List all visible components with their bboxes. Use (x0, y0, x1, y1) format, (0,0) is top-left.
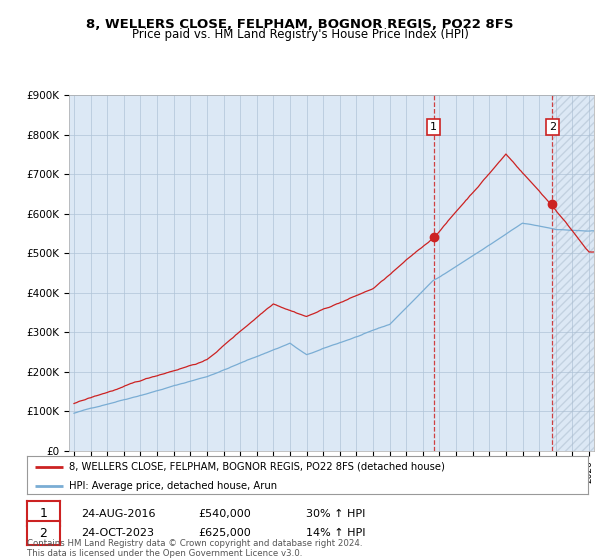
Text: 14% ↑ HPI: 14% ↑ HPI (306, 528, 365, 538)
Text: 24-AUG-2016: 24-AUG-2016 (81, 508, 155, 519)
Text: HPI: Average price, detached house, Arun: HPI: Average price, detached house, Arun (69, 480, 277, 491)
Text: 2: 2 (40, 526, 47, 540)
Text: Price paid vs. HM Land Registry's House Price Index (HPI): Price paid vs. HM Land Registry's House … (131, 28, 469, 41)
Text: 30% ↑ HPI: 30% ↑ HPI (306, 508, 365, 519)
Text: 2: 2 (549, 122, 556, 132)
Text: Contains HM Land Registry data © Crown copyright and database right 2024.
This d: Contains HM Land Registry data © Crown c… (27, 539, 362, 558)
Text: 8, WELLERS CLOSE, FELPHAM, BOGNOR REGIS, PO22 8FS (detached house): 8, WELLERS CLOSE, FELPHAM, BOGNOR REGIS,… (69, 461, 445, 472)
Text: £540,000: £540,000 (198, 508, 251, 519)
Text: 8, WELLERS CLOSE, FELPHAM, BOGNOR REGIS, PO22 8FS: 8, WELLERS CLOSE, FELPHAM, BOGNOR REGIS,… (86, 18, 514, 31)
Text: 24-OCT-2023: 24-OCT-2023 (81, 528, 154, 538)
Text: £625,000: £625,000 (198, 528, 251, 538)
Text: 1: 1 (40, 507, 47, 520)
Text: 1: 1 (430, 122, 437, 132)
